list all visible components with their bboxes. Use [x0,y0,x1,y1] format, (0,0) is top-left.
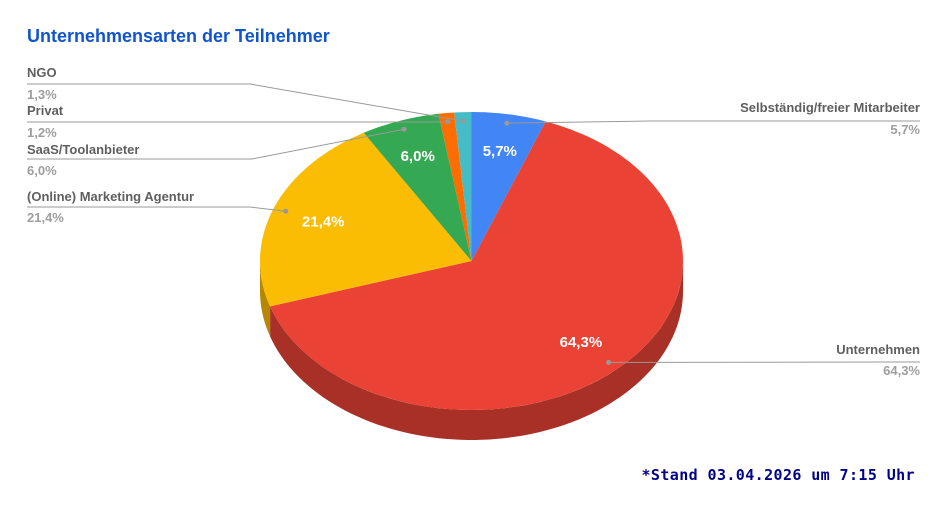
pie-slice [270,121,683,410]
slice-percentage-label: 5,7% [483,143,517,160]
callout-label-pct: 1,2% [27,125,57,140]
callout-label-name: Privat [27,103,64,118]
callout-label-name: SaaS/Toolanbieter [27,142,140,157]
callout-label-pct: 5,7% [890,122,920,137]
pie-slice-side [260,261,271,337]
pie-slice [454,112,472,261]
chart-title: Unternehmensarten der Teilnehmer [27,26,330,46]
callout-label-pct: 1,3% [27,87,57,102]
slice-percentage-label: 21,4% [302,213,345,230]
leader-dot [283,208,289,214]
leader-dot [445,119,451,125]
slice-percentage-label: 64,3% [560,334,603,351]
callout-label-pct: 21,4% [27,210,64,225]
pie-slice [438,112,472,261]
callout-label-pct: 6,0% [27,163,57,178]
leader-dot [401,126,407,132]
leader-dot [504,120,510,126]
leader-dot [606,359,612,365]
pie-slice [471,112,546,261]
pie-slice [363,113,472,261]
leader-line [27,83,464,122]
callout-label-name: NGO [27,65,57,80]
footnote-text: *Stand 03.04.2026 um 7:15 Uhr [641,466,915,484]
callout-label-name: Selbständig/freier Mitarbeiter [740,100,920,115]
leader-line [27,206,286,212]
callout-label-name: (Online) Marketing Agentur [27,189,195,204]
leader-line [27,128,405,160]
pie-slice-side [270,261,683,440]
callout-label-pct: 64,3% [883,363,920,378]
leader-line [506,120,920,124]
pie-slice [260,132,472,307]
leader-dot [460,118,466,124]
slice-percentage-label: 6,0% [401,148,435,165]
callout-label-name: Unternehmen [836,342,920,357]
